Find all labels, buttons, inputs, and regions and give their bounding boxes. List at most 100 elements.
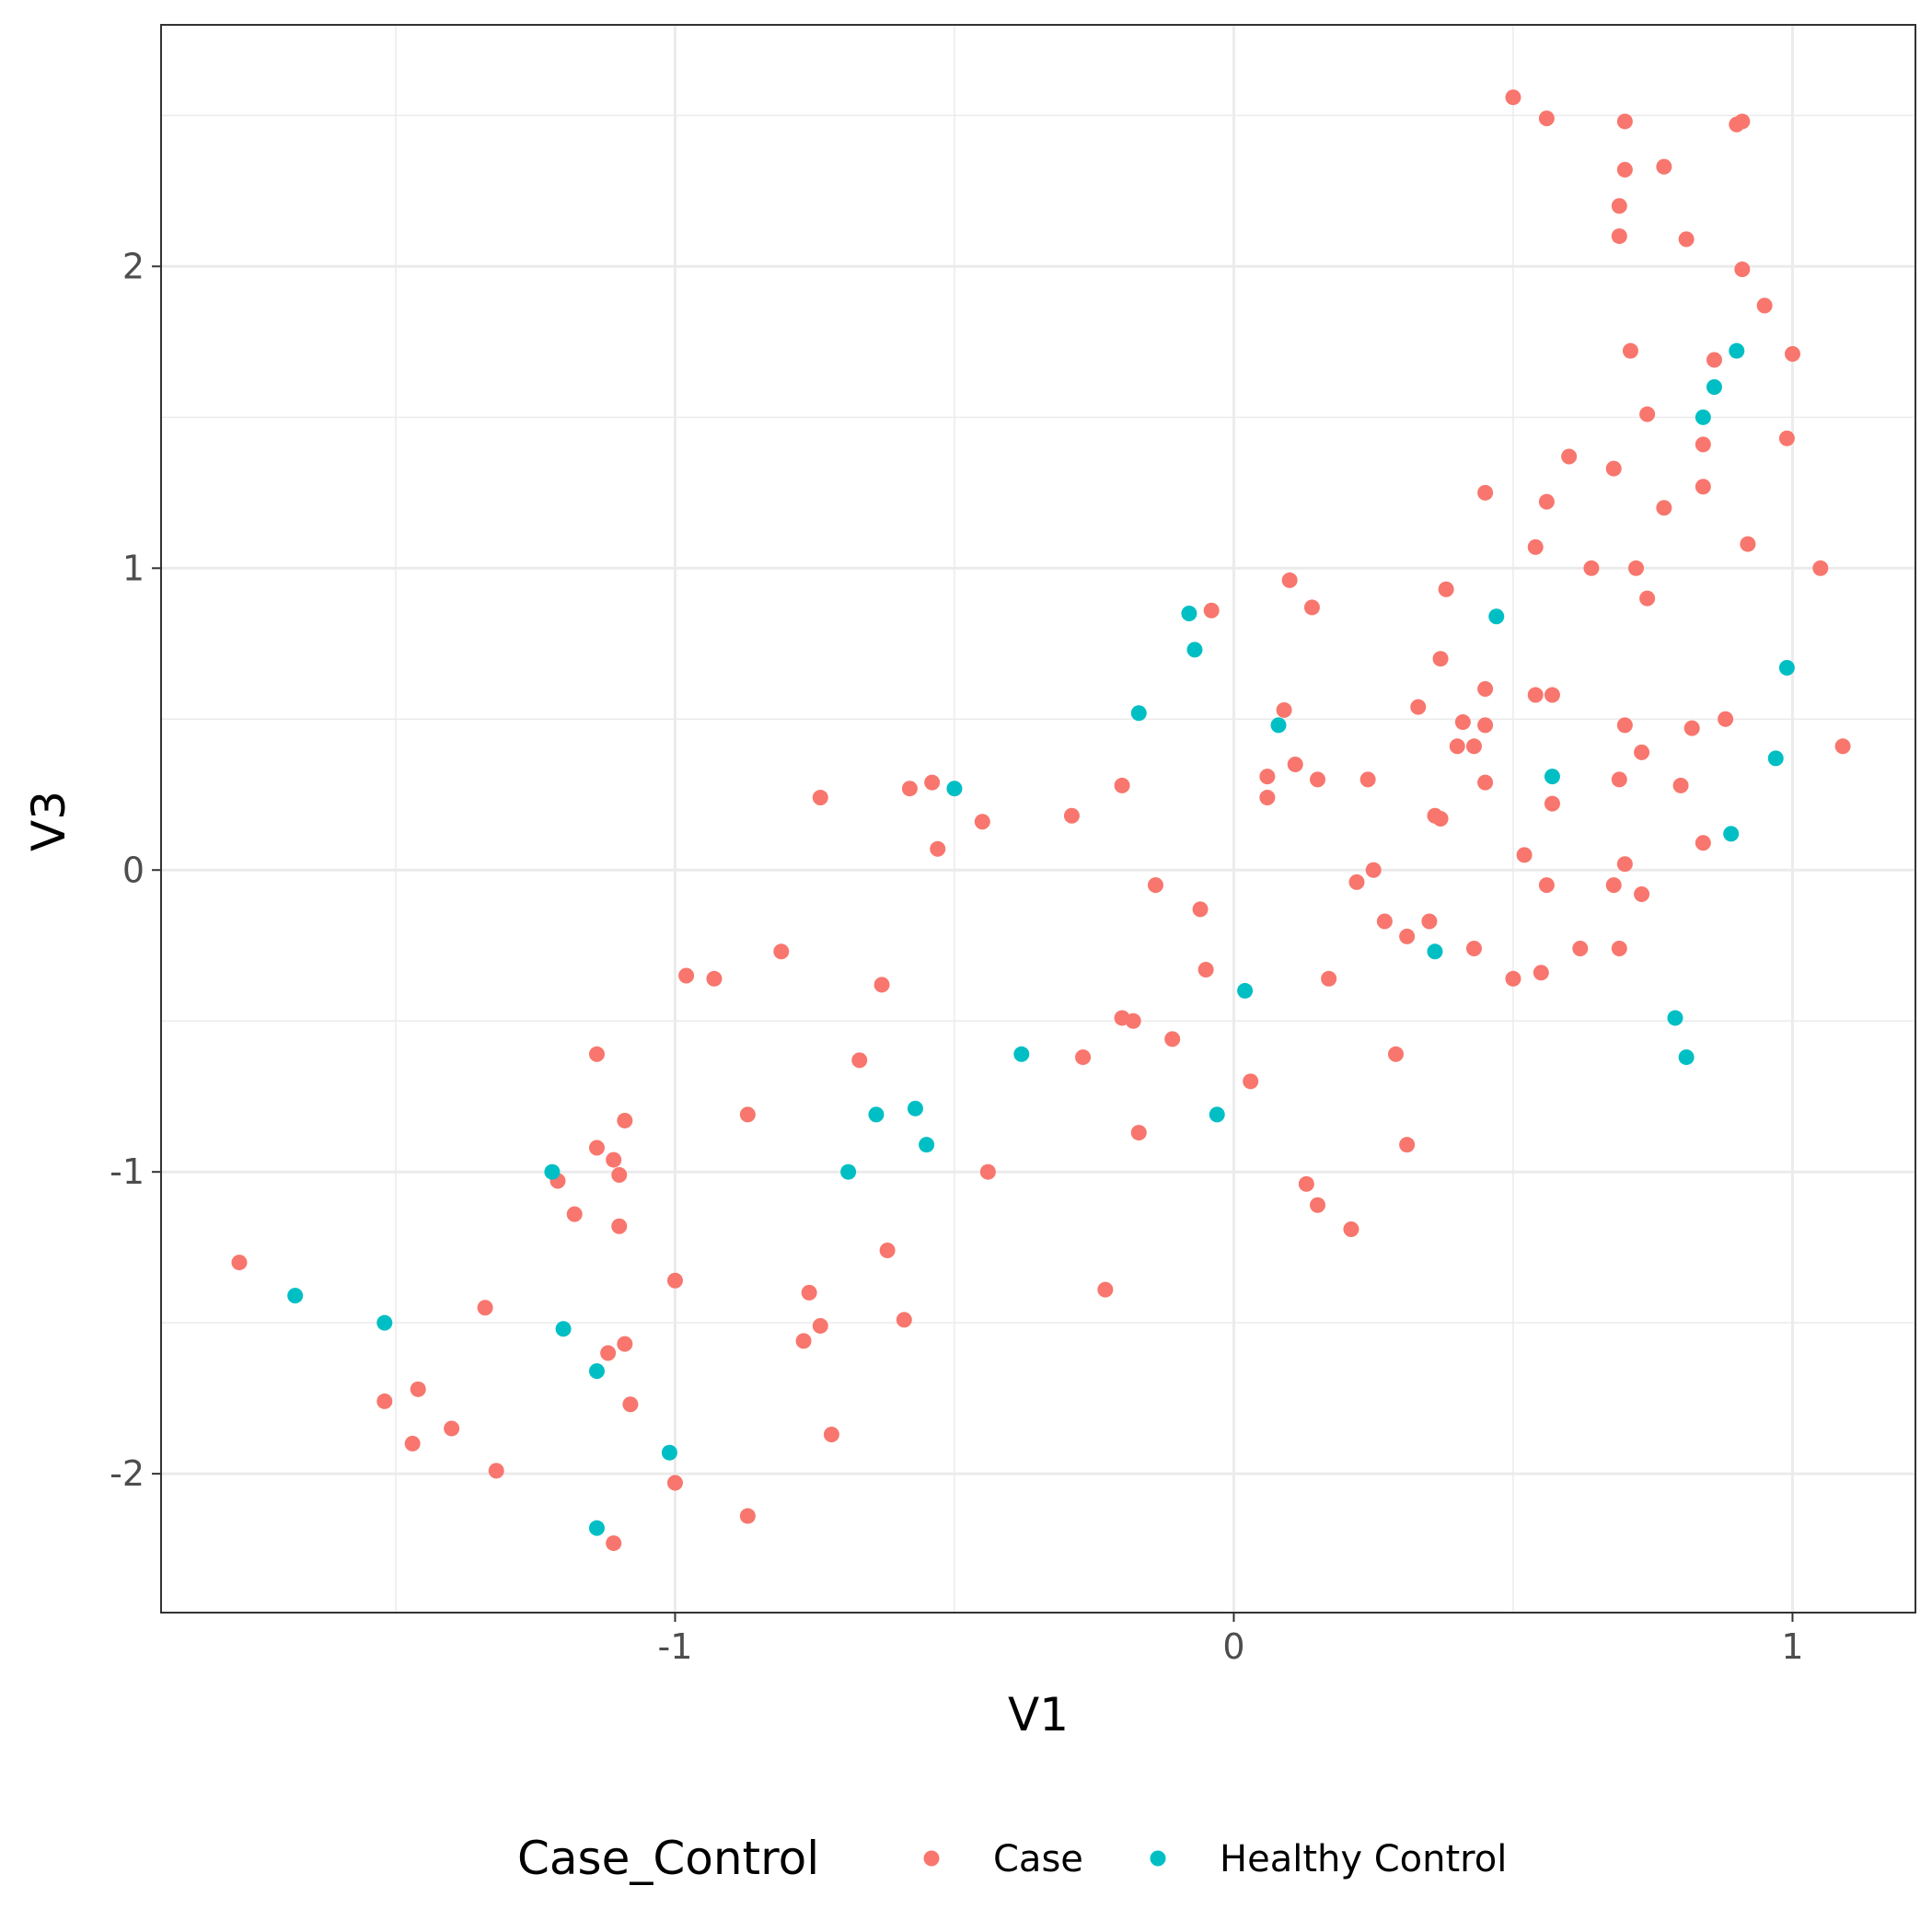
data-point-case bbox=[979, 1163, 996, 1180]
data-point-case bbox=[1410, 699, 1427, 715]
data-point-case bbox=[1538, 877, 1555, 894]
data-point-case bbox=[1611, 941, 1627, 957]
data-point-case bbox=[1259, 769, 1276, 785]
data-point-case bbox=[1544, 795, 1560, 812]
grid-minor bbox=[161, 25, 1915, 1613]
data-point-case bbox=[1477, 774, 1494, 791]
data-point-case bbox=[1465, 738, 1482, 755]
data-point-healthy-control bbox=[868, 1106, 885, 1123]
data-point-case bbox=[606, 1151, 622, 1168]
data-point-case bbox=[1421, 913, 1438, 930]
data-point-case bbox=[1611, 771, 1627, 788]
data-point-case bbox=[1634, 885, 1650, 902]
data-point-healthy-control bbox=[1778, 660, 1795, 677]
data-point-case bbox=[1812, 560, 1829, 576]
data-point-healthy-control bbox=[544, 1163, 561, 1180]
data-point-case bbox=[1477, 717, 1494, 734]
legend-keys bbox=[923, 1850, 1166, 1867]
data-point-case bbox=[1672, 777, 1689, 793]
data-point-case bbox=[1359, 771, 1376, 788]
data-point-case bbox=[1516, 847, 1533, 863]
data-point-case bbox=[851, 1052, 868, 1069]
legend: Case_Control Case Healthy Control bbox=[517, 1832, 1507, 1885]
x-tick-label: 0 bbox=[1222, 1626, 1244, 1667]
data-point-case bbox=[812, 790, 828, 806]
data-point-case bbox=[1276, 701, 1292, 718]
data-point-case bbox=[1639, 406, 1656, 422]
data-point-case bbox=[1310, 1197, 1326, 1213]
data-point-case bbox=[1538, 493, 1555, 510]
data-point-case bbox=[410, 1381, 426, 1397]
data-point-case bbox=[901, 781, 918, 797]
data-point-case bbox=[1321, 970, 1337, 987]
data-point-case bbox=[1622, 342, 1638, 359]
data-point-case bbox=[974, 814, 990, 830]
data-point-case bbox=[1533, 965, 1549, 981]
data-point-case bbox=[1432, 811, 1449, 827]
data-point-case bbox=[1399, 1137, 1416, 1153]
data-point-healthy-control bbox=[661, 1444, 677, 1461]
data-point-healthy-control bbox=[1729, 342, 1745, 359]
data-point-case bbox=[1287, 756, 1303, 772]
legend-label-case: Case bbox=[993, 1838, 1083, 1880]
data-point-healthy-control bbox=[1695, 409, 1711, 425]
data-point-case bbox=[924, 774, 941, 791]
data-point-case bbox=[1678, 231, 1695, 248]
data-point-case bbox=[588, 1046, 605, 1062]
data-point-case bbox=[879, 1242, 896, 1258]
data-point-healthy-control bbox=[919, 1137, 935, 1153]
data-point-healthy-control bbox=[555, 1321, 572, 1337]
data-point-healthy-control bbox=[1667, 1010, 1683, 1026]
data-point-case bbox=[1616, 717, 1633, 734]
data-point-case bbox=[1075, 1049, 1092, 1066]
data-point-case bbox=[812, 1317, 828, 1334]
data-point-case bbox=[1527, 538, 1544, 555]
data-point-case bbox=[666, 1272, 683, 1289]
data-point-healthy-control bbox=[1237, 982, 1254, 999]
data-point-case bbox=[1639, 590, 1656, 607]
data-point-healthy-control bbox=[1209, 1106, 1225, 1123]
data-point-case bbox=[1197, 961, 1214, 978]
data-point-case bbox=[1164, 1031, 1181, 1047]
data-point-healthy-control bbox=[1678, 1049, 1695, 1066]
data-point-case bbox=[666, 1475, 683, 1491]
data-point-healthy-control bbox=[376, 1314, 393, 1331]
data-point-case bbox=[1281, 572, 1298, 588]
data-point-case bbox=[617, 1336, 633, 1352]
data-point-case bbox=[611, 1166, 628, 1183]
x-axis-ticks: -1 0 1 bbox=[658, 1613, 1804, 1667]
data-point-case bbox=[1616, 161, 1633, 178]
data-point-case bbox=[739, 1106, 756, 1123]
data-point-case bbox=[1634, 744, 1650, 760]
data-point-case bbox=[444, 1420, 460, 1437]
data-point-case bbox=[1343, 1221, 1359, 1238]
legend-key-case bbox=[923, 1850, 940, 1867]
data-point-case bbox=[1203, 602, 1220, 619]
data-point-case bbox=[1063, 807, 1080, 824]
data-point-case bbox=[1718, 711, 1734, 727]
data-point-case bbox=[588, 1140, 605, 1156]
data-point-case bbox=[606, 1535, 622, 1552]
y-axis-ticks: -2 -1 0 1 2 bbox=[110, 246, 161, 1494]
data-point-case bbox=[1449, 738, 1465, 755]
data-point-case bbox=[1399, 928, 1416, 944]
data-point-case bbox=[1505, 89, 1521, 106]
data-point-case bbox=[1611, 228, 1627, 245]
data-point-case bbox=[1432, 651, 1449, 667]
data-point-case bbox=[477, 1300, 493, 1316]
data-point-case bbox=[1125, 1012, 1141, 1029]
data-point-case bbox=[1243, 1073, 1259, 1090]
data-point-case bbox=[1734, 113, 1751, 130]
data-point-case bbox=[617, 1112, 633, 1128]
data-point-case bbox=[1465, 941, 1482, 957]
legend-key-healthy-control bbox=[1150, 1850, 1166, 1867]
data-point-case bbox=[231, 1255, 248, 1271]
data-point-healthy-control bbox=[1723, 826, 1740, 842]
data-point-healthy-control bbox=[1013, 1046, 1030, 1062]
data-point-case bbox=[773, 943, 790, 960]
data-point-case bbox=[1192, 901, 1209, 918]
data-point-healthy-control bbox=[1270, 717, 1287, 734]
data-point-case bbox=[1611, 198, 1627, 214]
data-point-healthy-control bbox=[588, 1520, 605, 1536]
